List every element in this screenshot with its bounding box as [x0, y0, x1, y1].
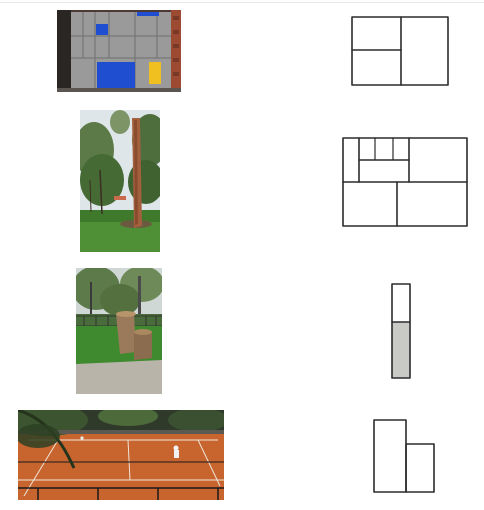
clay-tennis-court-photo — [18, 410, 224, 500]
three-panel-layout-sketch — [350, 16, 450, 88]
park-tree-stumps-photo — [76, 268, 162, 394]
building-facade-photo — [57, 10, 181, 92]
park-tall-tree-photo — [80, 110, 160, 252]
vertical-bar-half-filled-sketch — [390, 282, 412, 380]
multi-panel-grid-sketch — [341, 136, 469, 228]
two-column-step-sketch — [370, 418, 438, 494]
top-divider — [0, 2, 484, 3]
